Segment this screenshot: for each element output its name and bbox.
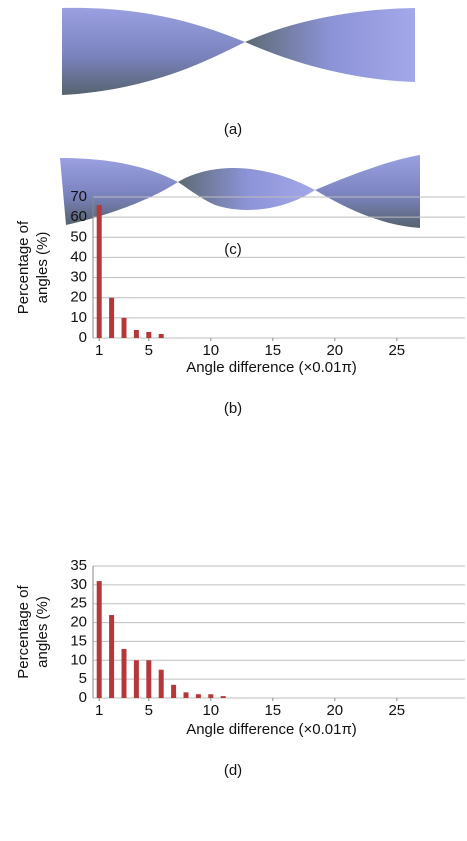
bar	[208, 694, 214, 698]
y-tick-label: 60	[70, 208, 87, 225]
caption: (c)	[224, 241, 242, 258]
x-tick-label: 10	[202, 342, 219, 359]
y-tick-label: 10	[70, 651, 87, 668]
x-tick-label: 10	[202, 702, 219, 719]
y-tick-label: 35	[70, 557, 87, 574]
bar	[195, 694, 201, 698]
bar	[121, 648, 127, 698]
y-axis-label: Percentage of	[15, 584, 32, 678]
caption: (b)	[224, 400, 242, 417]
bar	[133, 329, 139, 338]
x-tick-label: 25	[388, 342, 405, 359]
y-tick-label: 40	[70, 248, 87, 265]
bar	[96, 581, 102, 698]
bar	[109, 297, 115, 338]
bar	[220, 696, 226, 698]
x-tick-label: 5	[145, 342, 153, 359]
surface-a	[62, 7, 415, 95]
bar	[158, 669, 164, 698]
bar	[146, 331, 152, 338]
bar	[96, 205, 102, 338]
y-tick-label: 20	[70, 614, 87, 631]
y-tick-label: 70	[70, 188, 87, 205]
x-axis-label: Angle difference (×0.01π)	[186, 721, 357, 738]
y-tick-label: 50	[70, 228, 87, 245]
surface-c	[60, 155, 420, 228]
bar	[146, 660, 152, 698]
bar	[171, 684, 177, 698]
bar	[158, 333, 164, 338]
x-tick-label: 1	[95, 342, 103, 359]
x-tick-label: 1	[95, 702, 103, 719]
x-tick-label: 15	[264, 702, 281, 719]
x-tick-label: 5	[145, 702, 153, 719]
bar	[183, 692, 189, 698]
bar	[133, 660, 139, 698]
caption: (a)	[224, 121, 242, 138]
y-axis-label: angles (%)	[34, 232, 51, 304]
y-tick-label: 25	[70, 595, 87, 612]
y-tick-label: 30	[70, 269, 87, 286]
caption: (d)	[224, 762, 242, 779]
y-tick-label: 10	[70, 309, 87, 326]
y-tick-label: 20	[70, 289, 87, 306]
y-tick-label: 0	[79, 689, 87, 706]
x-tick-label: 20	[326, 342, 343, 359]
y-tick-label: 30	[70, 576, 87, 593]
y-axis-label: angles (%)	[34, 596, 51, 668]
x-tick-label: 25	[388, 702, 405, 719]
x-tick-label: 20	[326, 702, 343, 719]
x-axis-label: Angle difference (×0.01π)	[186, 359, 357, 376]
y-tick-label: 5	[79, 670, 87, 687]
y-tick-label: 0	[79, 329, 87, 346]
bar	[121, 317, 127, 338]
bar	[109, 615, 115, 698]
y-tick-label: 15	[70, 632, 87, 649]
x-tick-label: 15	[264, 342, 281, 359]
y-axis-label: Percentage of	[15, 220, 32, 314]
